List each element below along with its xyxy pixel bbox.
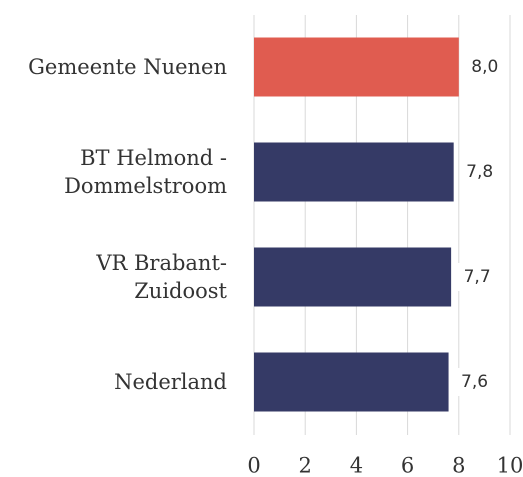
x-tick-label: 6 — [401, 454, 414, 477]
x-tick-label: 10 — [497, 454, 523, 477]
bar — [254, 37, 459, 97]
value-label-bg — [459, 158, 500, 186]
bar — [254, 247, 452, 307]
value-label-bg — [457, 263, 498, 291]
category-label: Nederland — [114, 370, 227, 394]
x-tick-label: 0 — [247, 454, 260, 477]
category-label: VR Brabant- Zuidoost — [96, 251, 227, 303]
bar — [254, 352, 449, 412]
value-label-bg — [464, 53, 505, 81]
x-tick-label: 2 — [299, 454, 312, 477]
category-label: Gemeente Nuenen — [28, 55, 227, 79]
value-label: 7,6 — [461, 372, 488, 392]
value-label: 7,7 — [464, 267, 491, 287]
category-label: BT Helmond - Dommelstroom — [64, 146, 227, 198]
bar — [254, 142, 454, 202]
value-label: 7,8 — [466, 162, 493, 182]
value-label-bg — [454, 368, 495, 396]
x-tick-label: 8 — [452, 454, 465, 477]
x-tick-label: 4 — [350, 454, 363, 477]
value-label: 8,0 — [471, 57, 498, 77]
